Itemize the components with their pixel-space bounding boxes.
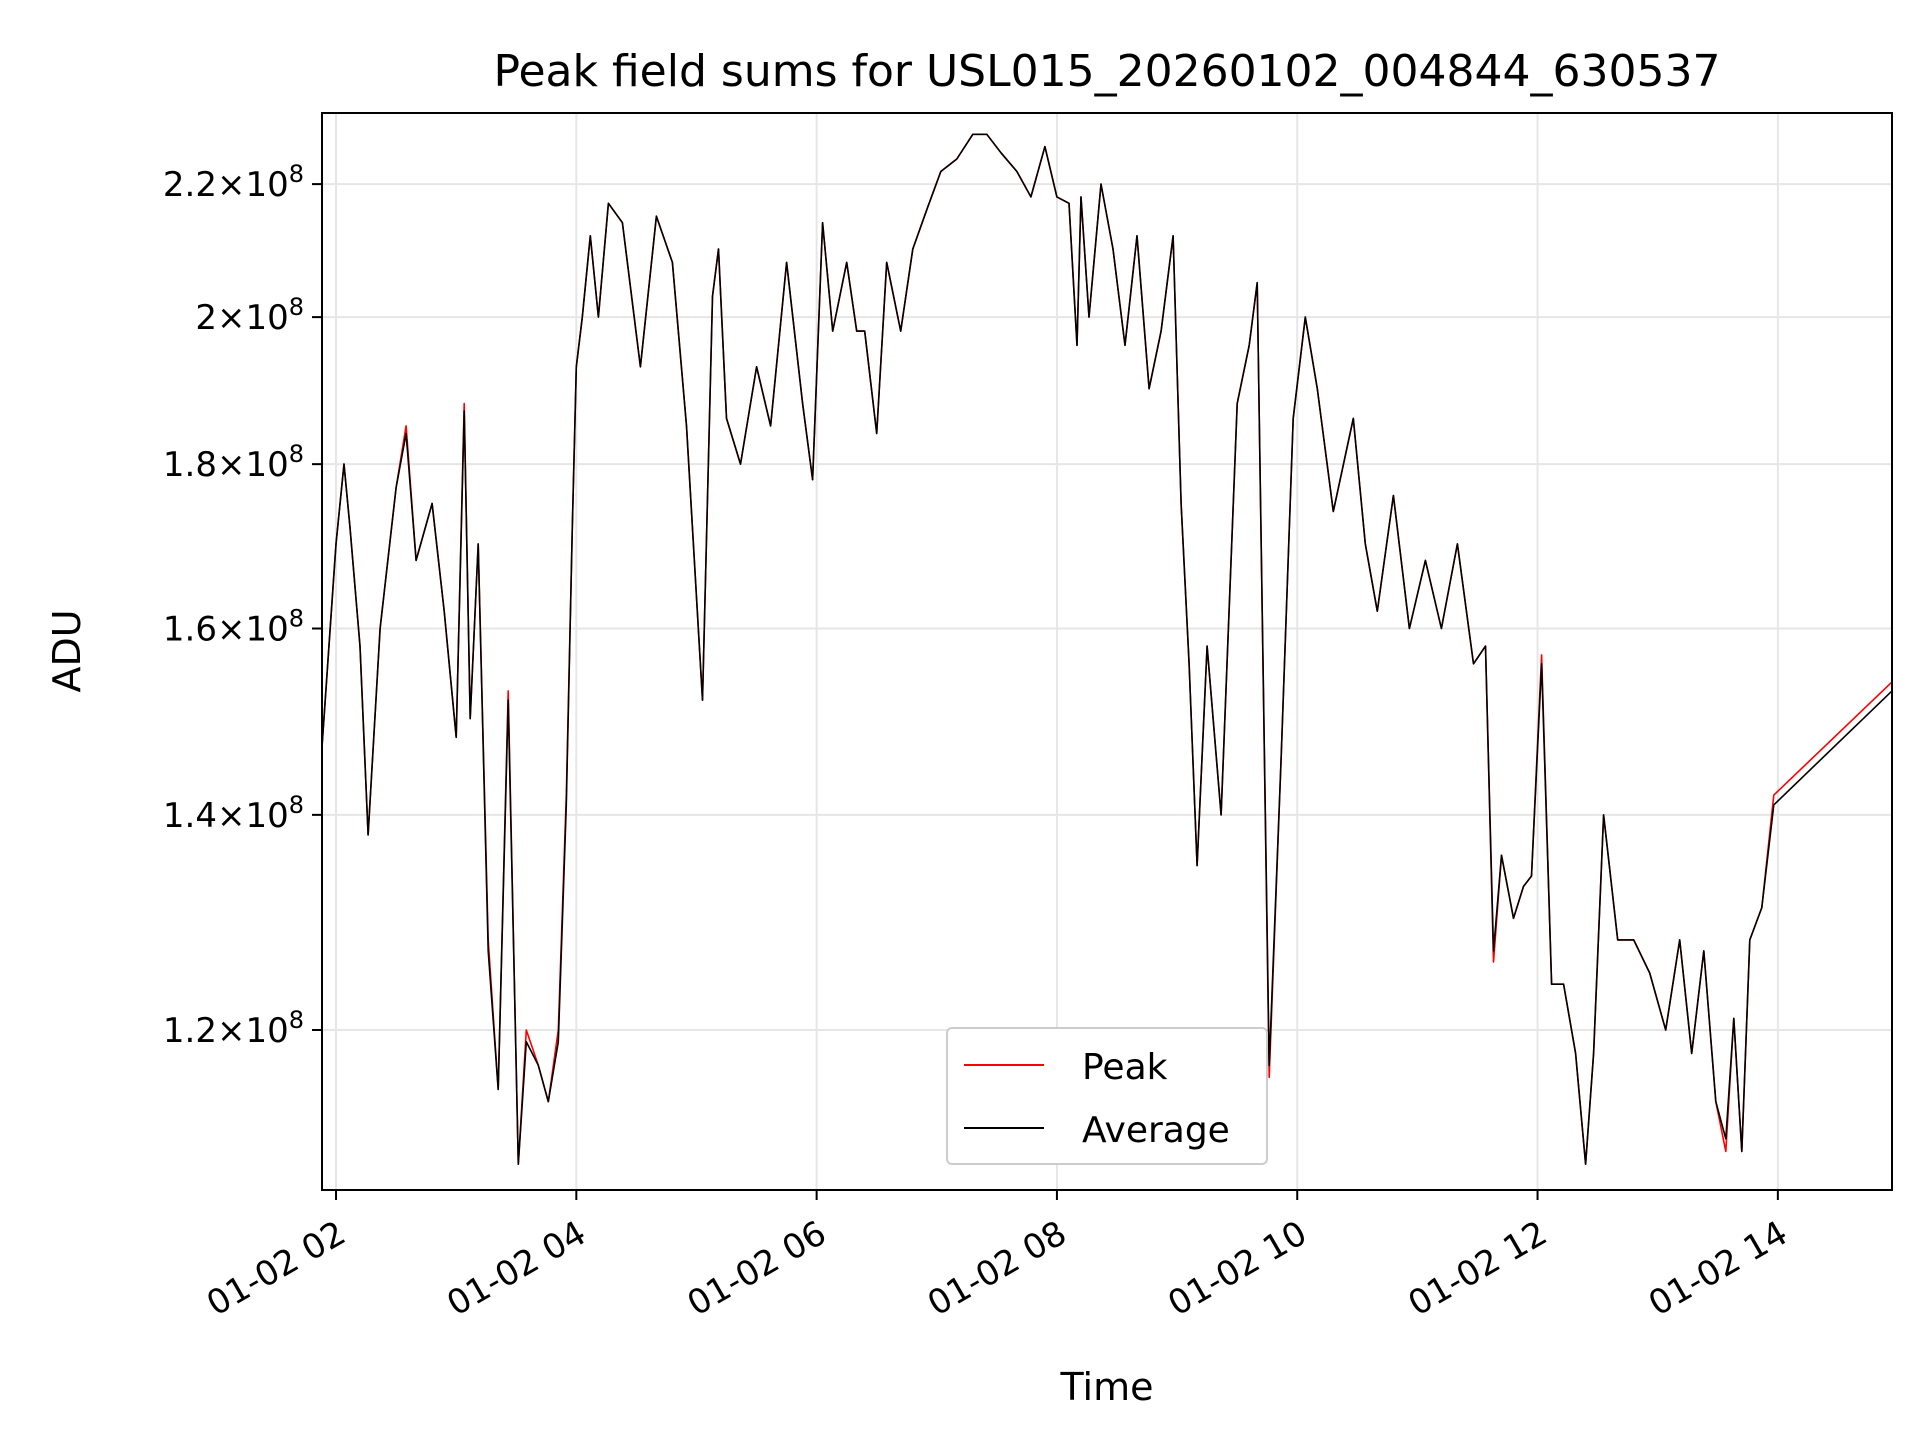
plot-area — [322, 113, 1892, 1190]
legend: Peak Average — [946, 1027, 1268, 1165]
plot-frame — [321, 112, 1893, 1191]
legend-swatch-peak — [964, 1064, 1044, 1066]
y-tick-label: 2×108 — [195, 293, 304, 338]
x-axis-label: Time — [1060, 1365, 1154, 1409]
x-axis: 01-02 02 01-02 04 01-02 06 01-02 08 01-02 10… — [200, 1190, 1794, 1324]
y-tick-label: 2.2×108 — [163, 160, 304, 205]
y-axis-label: ADU — [45, 609, 89, 692]
y-tick-label: 1.2×108 — [163, 1006, 304, 1051]
x-tick-label: 01-02 02 — [200, 1213, 352, 1324]
legend-entry-peak: Peak — [948, 1040, 1266, 1090]
legend-label-average: Average — [1082, 1110, 1230, 1151]
legend-entry-average: Average — [948, 1103, 1266, 1153]
x-tick-label: 01-02 12 — [1402, 1213, 1554, 1324]
legend-swatch-average — [964, 1127, 1044, 1129]
y-tick-label: 1.6×108 — [163, 605, 304, 650]
series-group — [321, 133, 1893, 1165]
x-tick-label: 01-02 06 — [681, 1213, 833, 1324]
y-axis: 1.2×108 1.4×108 1.6×108 1.8×108 2×108 2.2×108 — [163, 160, 322, 1051]
y-tick-label: 1.4×108 — [163, 791, 304, 836]
y-tick-label: 1.8×108 — [163, 440, 304, 485]
x-tick-label: 01-02 10 — [1161, 1213, 1313, 1324]
grid — [322, 113, 1892, 1190]
series-line-average — [321, 133, 1893, 1165]
legend-label-peak: Peak — [1082, 1047, 1168, 1088]
x-tick-label: 01-02 14 — [1642, 1213, 1794, 1324]
chart-title: Peak field sums for USL015_20260102_0048… — [494, 46, 1721, 97]
x-tick-label: 01-02 08 — [921, 1213, 1073, 1324]
x-tick-label: 01-02 04 — [440, 1213, 592, 1324]
